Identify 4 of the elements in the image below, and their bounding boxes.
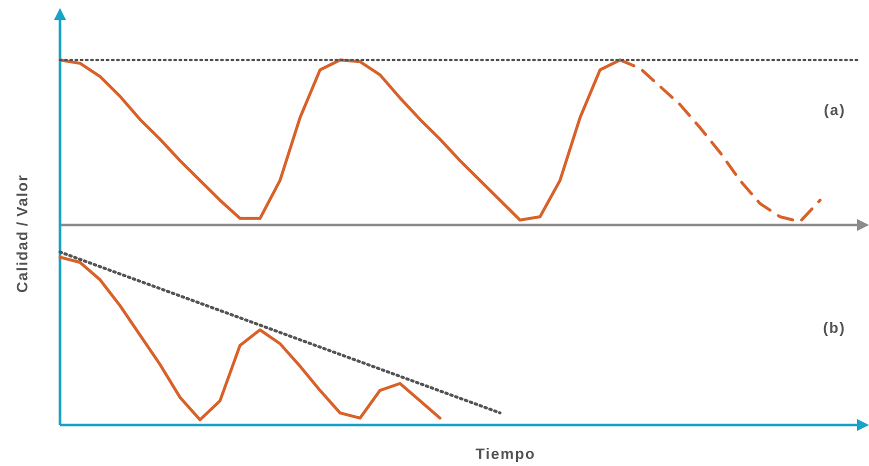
annotation: (b) [824,322,844,336]
y-axis-title: Calidad / Valor [16,176,28,292]
annotation: (a) [824,104,844,118]
x-axis-title: Tiempo [476,448,534,462]
